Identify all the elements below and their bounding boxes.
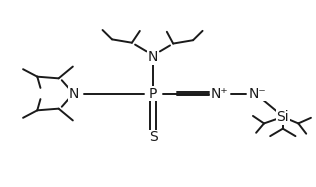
Text: Si: Si xyxy=(276,110,289,124)
Text: N⁺: N⁺ xyxy=(211,87,228,100)
Text: N⁻: N⁻ xyxy=(249,87,266,100)
Text: S: S xyxy=(149,131,158,144)
Text: N: N xyxy=(148,50,158,64)
Text: N: N xyxy=(69,87,79,100)
Text: P: P xyxy=(149,87,157,100)
